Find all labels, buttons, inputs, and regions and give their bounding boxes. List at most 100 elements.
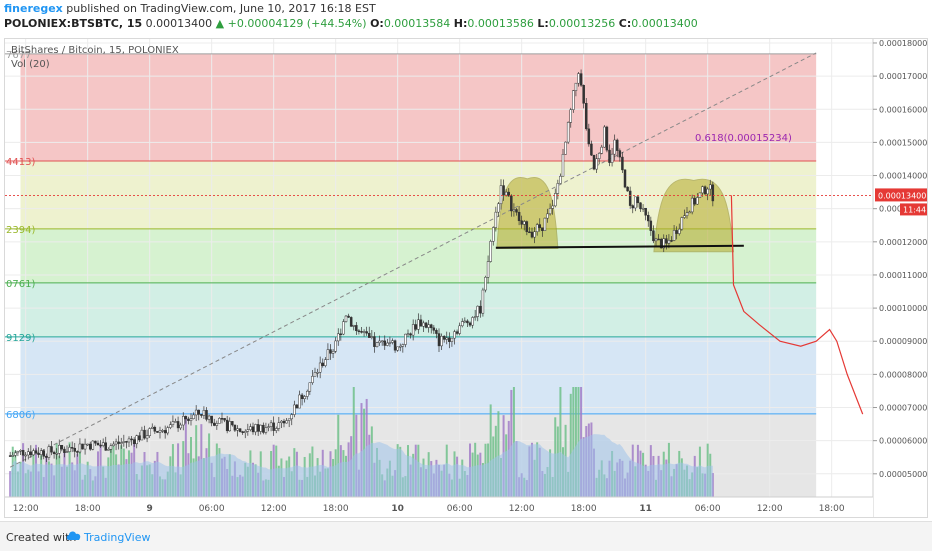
candle-body: [352, 325, 355, 327]
candle-body: [125, 441, 128, 443]
volume-bar: [559, 387, 562, 497]
candle-body: [215, 423, 219, 426]
candle-body: [592, 154, 596, 170]
projection-line: [730, 195, 864, 415]
candle-body: [91, 440, 95, 450]
volume-bar: [711, 473, 714, 497]
volume-bar: [337, 414, 340, 497]
candle-body: [244, 431, 247, 433]
candle-body: [65, 451, 69, 453]
price-chart[interactable]: 7677 4413) 2394) 0761) 9129) 6806) 0.00018000…: [5, 39, 927, 517]
candle-body: [636, 196, 640, 204]
candle-body: [652, 230, 655, 242]
candle-body: [504, 191, 508, 196]
candle-body: [355, 325, 358, 332]
tradingview-link[interactable]: TradingView: [84, 531, 151, 544]
time-axis[interactable]: 12:00 18:00 9 06:00 12:00 18:00 10 06:00 12:00 18…: [5, 496, 873, 517]
candle-body: [368, 332, 371, 338]
price-tick-label: 0.00006000: [879, 437, 927, 446]
fib-level-text: 2394): [6, 225, 35, 236]
candle-body: [161, 430, 164, 432]
candle-body: [50, 446, 53, 453]
price-tag-text: 0.00013400: [878, 191, 926, 200]
time-axis-bg: [5, 497, 873, 517]
candle-body: [14, 452, 17, 456]
candle-body: [228, 421, 231, 432]
candle-body: [546, 213, 549, 219]
candle-body: [140, 429, 144, 441]
candle-body: [688, 211, 691, 214]
candle-body: [535, 224, 539, 233]
neckline[interactable]: [495, 244, 744, 249]
candle-body: [37, 452, 40, 455]
price-tick-label: 0.00018000: [879, 39, 927, 48]
fib-zone: [20, 336, 817, 414]
candle-body: [277, 422, 281, 429]
volume-bar: [195, 425, 198, 497]
candle-body: [29, 451, 33, 456]
fib-zone: [20, 53, 817, 161]
candle-body: [280, 420, 283, 423]
candle-body: [174, 421, 177, 423]
candle-body: [556, 183, 560, 194]
candle-body: [670, 240, 673, 242]
candle-body: [184, 416, 188, 420]
volume-ma: [10, 434, 713, 497]
candle-body: [344, 315, 348, 322]
candle-body: [574, 82, 578, 91]
candle-body: [83, 443, 87, 450]
projection-path[interactable]: [730, 195, 864, 415]
candle-body: [107, 449, 110, 451]
candle-body: [308, 382, 312, 392]
candle-body: [357, 330, 361, 333]
candle-body: [233, 424, 237, 431]
author-link[interactable]: fineregex: [4, 2, 63, 15]
volume-bar: [9, 471, 12, 497]
candle-body: [104, 442, 107, 451]
candle-body: [461, 321, 464, 327]
candle-body: [94, 440, 97, 444]
candle-body: [205, 410, 208, 420]
candle-body: [388, 342, 392, 344]
candle-body: [672, 230, 676, 241]
candle-body: [81, 443, 84, 450]
candle-body: [269, 422, 273, 427]
candle-body: [334, 340, 337, 352]
candle-body: [349, 317, 353, 327]
candle-body: [76, 451, 79, 453]
volume-bar: [184, 416, 187, 497]
fib-level-text: 6806): [6, 410, 35, 421]
candle-body: [419, 319, 423, 327]
candle-body: [678, 228, 681, 234]
candle-body: [701, 186, 704, 194]
candle-body: [331, 350, 335, 354]
candle-body: [73, 447, 76, 452]
candle-body: [499, 185, 503, 205]
price-axis[interactable]: 0.00018000 0.00017000 0.00016000 0.00015000…: [872, 39, 927, 517]
candle-body: [618, 150, 622, 158]
time-tick-label: 12:00: [261, 504, 287, 514]
candle-body: [693, 197, 696, 205]
chart-panel[interactable]: 7677 4413) 2394) 0761) 9129) 6806) 0.00018000…: [4, 38, 928, 518]
candle-body: [703, 186, 707, 195]
candle-body: [179, 424, 182, 429]
open-value: 0.00013584: [383, 17, 451, 30]
fib-level-label: 0.618(0.00015234): [695, 133, 792, 144]
candle-body: [251, 426, 255, 433]
candle-body: [166, 427, 169, 434]
publish-text: published on TradingView.com, June 10, 2…: [66, 2, 376, 15]
candle-body: [683, 215, 686, 218]
candle-body: [34, 450, 38, 454]
price-change: ▲ +0.00004129 (+44.54%): [215, 17, 367, 30]
candle-body: [130, 438, 133, 441]
candle-body: [145, 435, 149, 439]
candle-body: [96, 442, 100, 446]
candle-body: [171, 421, 175, 425]
candle-body: [8, 455, 12, 457]
candle-body: [582, 84, 585, 104]
candle-body: [246, 429, 250, 432]
candle-body: [489, 241, 492, 262]
price-tag-bg: [875, 188, 927, 202]
fib-level-text: 0761): [6, 279, 35, 290]
candle-body: [406, 333, 410, 335]
